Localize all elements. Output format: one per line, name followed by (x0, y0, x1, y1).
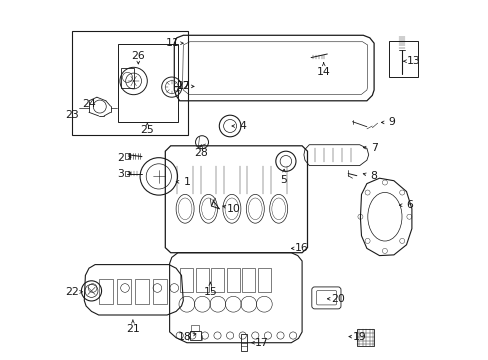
Bar (191, 325, 199, 331)
Text: 25: 25 (140, 125, 154, 135)
Text: 16: 16 (295, 243, 308, 253)
Bar (125, 153, 130, 159)
Text: 4: 4 (239, 121, 245, 131)
Bar (180, 268, 193, 292)
Text: 27: 27 (176, 81, 190, 91)
Text: 18: 18 (178, 332, 192, 342)
Text: 24: 24 (82, 99, 96, 109)
Text: 17: 17 (254, 338, 268, 348)
Bar (72, 31, 187, 135)
Text: 9: 9 (388, 117, 395, 127)
Text: 2: 2 (117, 153, 123, 163)
Bar (189, 331, 200, 340)
Bar (241, 334, 247, 351)
Bar (242, 268, 255, 292)
Text: 11: 11 (165, 38, 179, 48)
Text: 22: 22 (65, 287, 79, 297)
Text: 6: 6 (406, 200, 413, 210)
Text: 7: 7 (370, 143, 377, 153)
Text: 14: 14 (316, 67, 330, 77)
Text: 21: 21 (126, 324, 140, 334)
Bar (134, 279, 149, 304)
Bar (196, 268, 208, 292)
Text: 5: 5 (280, 175, 287, 185)
Text: 1: 1 (183, 177, 190, 187)
Text: 8: 8 (370, 171, 377, 181)
Bar (257, 268, 270, 292)
Bar (152, 279, 167, 304)
Text: 20: 20 (330, 294, 345, 304)
Text: 28: 28 (194, 148, 208, 158)
Bar (211, 268, 224, 292)
Text: 26: 26 (131, 51, 145, 61)
Text: 3: 3 (117, 168, 123, 179)
Bar (117, 279, 131, 304)
Text: 12: 12 (176, 81, 190, 91)
Text: 19: 19 (352, 332, 366, 342)
Text: 10: 10 (226, 204, 240, 214)
Bar (226, 268, 239, 292)
Bar (356, 329, 373, 346)
Bar (118, 44, 178, 122)
Text: 15: 15 (203, 287, 217, 297)
Bar (99, 279, 113, 304)
Bar (125, 171, 129, 176)
Bar (387, 41, 417, 77)
Bar (121, 68, 134, 88)
Text: 23: 23 (65, 110, 79, 120)
Text: 13: 13 (406, 56, 420, 66)
